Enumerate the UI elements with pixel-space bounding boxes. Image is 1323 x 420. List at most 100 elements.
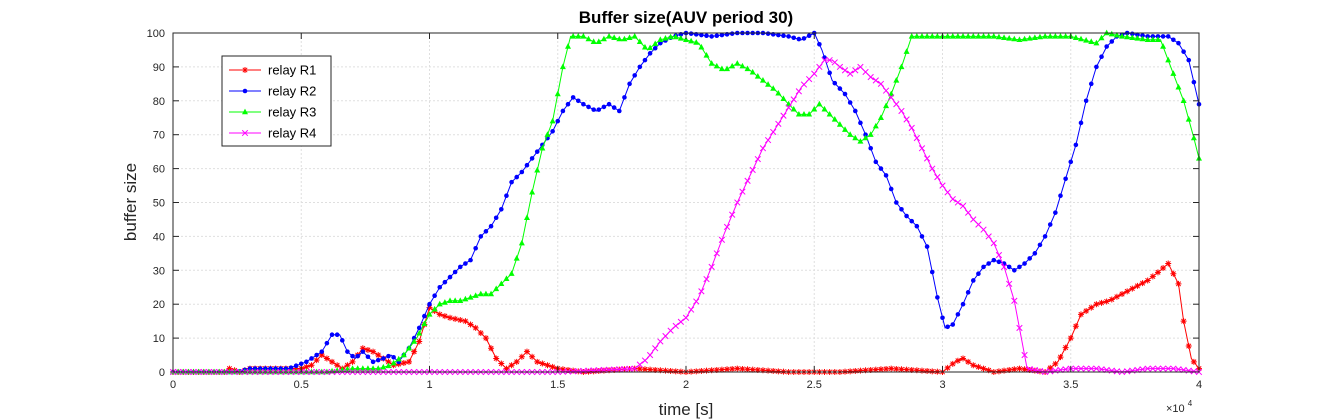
series-marker-relay-r3 xyxy=(1175,83,1182,90)
series-marker-relay-r3 xyxy=(436,300,443,307)
series-marker-relay-r2 xyxy=(319,349,325,354)
series-marker-relay-r2 xyxy=(452,269,458,275)
legend-label-relay-r2: relay R2 xyxy=(268,84,316,99)
series-marker-relay-r4 xyxy=(569,368,577,375)
series-marker-relay-r2 xyxy=(842,91,848,97)
series-marker-relay-r2 xyxy=(658,40,663,46)
y-tick-label: 100 xyxy=(147,28,165,40)
series-marker-relay-r2 xyxy=(806,33,812,39)
series-marker-relay-r2 xyxy=(981,264,986,270)
series-marker-relay-r1 xyxy=(703,367,710,374)
series-marker-relay-r1 xyxy=(508,362,515,369)
series-marker-relay-r3 xyxy=(1006,35,1013,41)
series-marker-relay-r1 xyxy=(944,364,951,371)
series-marker-relay-r4 xyxy=(975,221,982,228)
series-marker-relay-r2 xyxy=(1006,264,1012,270)
series-marker-relay-r1 xyxy=(960,355,967,362)
series-marker-relay-r4 xyxy=(739,188,746,195)
series-marker-relay-r3 xyxy=(1098,34,1105,41)
series-marker-relay-r3 xyxy=(949,32,956,39)
legend-item-relay-r4: relay R4 xyxy=(229,126,316,141)
series-marker-relay-r2 xyxy=(365,354,371,360)
series-marker-relay-r2 xyxy=(509,179,514,185)
series-marker-relay-r1 xyxy=(400,359,407,366)
series-marker-relay-r2 xyxy=(555,118,561,124)
series-marker-relay-r3 xyxy=(467,294,474,300)
series-marker-relay-r4 xyxy=(713,250,720,257)
series-marker-relay-r1 xyxy=(329,358,336,365)
series-marker-relay-r4 xyxy=(923,155,931,162)
series-marker-relay-r2 xyxy=(1032,251,1038,256)
series-marker-relay-r3 xyxy=(482,290,489,297)
series-marker-relay-r3 xyxy=(1103,29,1110,36)
series-marker-relay-r3 xyxy=(759,77,766,83)
series-marker-relay-r4 xyxy=(718,236,726,243)
series-marker-relay-r3 xyxy=(334,367,341,373)
series-marker-relay-r1 xyxy=(1175,280,1182,287)
series-marker-relay-r1 xyxy=(452,315,459,322)
series-marker-relay-r4 xyxy=(1026,365,1033,373)
series-marker-relay-r4 xyxy=(795,88,803,95)
series-marker-relay-r1 xyxy=(595,367,602,374)
series-marker-relay-r1 xyxy=(1083,307,1090,314)
series-marker-relay-r1 xyxy=(1170,270,1177,277)
series-marker-relay-r4 xyxy=(841,67,849,74)
legend-box xyxy=(221,55,332,147)
series-marker-relay-r1 xyxy=(313,357,320,364)
series-marker-relay-r4 xyxy=(775,120,782,128)
series-marker-relay-r1 xyxy=(857,367,864,374)
series-marker-relay-r2 xyxy=(955,312,961,317)
series-marker-relay-r4 xyxy=(1077,365,1085,372)
series-marker-relay-r2 xyxy=(627,81,632,87)
series-marker-relay-r2 xyxy=(652,45,658,51)
series-marker-relay-r3 xyxy=(1031,34,1038,40)
series-marker-relay-r4 xyxy=(764,136,772,144)
series-marker-relay-r1 xyxy=(1103,298,1110,305)
series-marker-relay-r3 xyxy=(477,290,484,297)
series-marker-relay-r4 xyxy=(995,251,1003,259)
series-marker-relay-r2 xyxy=(1140,33,1145,38)
series-marker-relay-r4 xyxy=(1113,368,1121,375)
series-marker-relay-r4 xyxy=(1016,324,1023,332)
series-marker-relay-r1 xyxy=(498,360,505,367)
x-tick-label: 4 xyxy=(1196,379,1202,391)
series-marker-relay-r4 xyxy=(959,202,967,210)
series-marker-relay-r4 xyxy=(1144,365,1151,372)
series-marker-relay-r2 xyxy=(504,193,509,199)
series-marker-relay-r3 xyxy=(395,355,402,362)
series-marker-relay-r2 xyxy=(350,353,355,359)
series-marker-relay-r2 xyxy=(422,313,427,319)
series-marker-relay-r2 xyxy=(324,340,330,346)
series-marker-relay-r1 xyxy=(729,365,736,372)
series-marker-relay-r4 xyxy=(877,80,885,88)
x-tick-label: 0 xyxy=(170,379,176,391)
series-marker-relay-r1 xyxy=(518,353,525,360)
series-marker-relay-r2 xyxy=(909,218,915,224)
series-marker-relay-r1 xyxy=(534,358,541,365)
series-marker-relay-r3 xyxy=(744,65,751,72)
series-marker-relay-r3 xyxy=(575,32,582,39)
series-marker-relay-r4 xyxy=(636,361,643,368)
series-marker-relay-r2 xyxy=(704,33,709,39)
series-marker-relay-r1 xyxy=(482,335,489,342)
x-tick-label: 1.5 xyxy=(550,379,565,391)
series-marker-relay-r1 xyxy=(565,366,572,373)
series-marker-relay-r1 xyxy=(672,368,679,375)
series-marker-relay-r4 xyxy=(1139,366,1146,373)
series-marker-relay-r4 xyxy=(1190,368,1198,375)
series-marker-relay-r2 xyxy=(699,32,704,38)
series-marker-relay-r4 xyxy=(621,365,628,373)
series-marker-relay-r3 xyxy=(903,48,910,54)
series-marker-relay-r4 xyxy=(1154,365,1162,372)
series-marker-relay-r2 xyxy=(1068,159,1074,165)
series-marker-relay-r4 xyxy=(749,166,756,174)
series-marker-relay-r3 xyxy=(954,32,961,39)
series-marker-relay-r4 xyxy=(759,145,767,152)
series-marker-relay-r2 xyxy=(847,100,853,105)
series-marker-relay-r3 xyxy=(718,65,725,72)
x-tick-label: 3 xyxy=(939,379,945,391)
series-marker-relay-r1 xyxy=(883,365,890,372)
series-marker-relay-r2 xyxy=(924,244,930,249)
